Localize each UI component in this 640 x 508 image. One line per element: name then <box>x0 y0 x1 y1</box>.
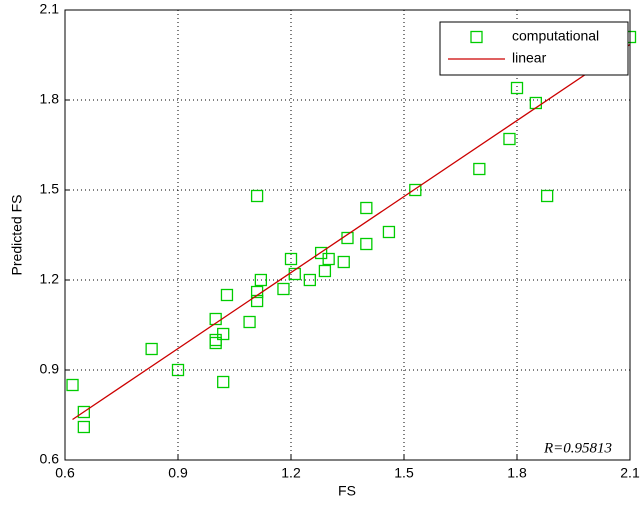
data-point <box>337 255 350 269</box>
x-tick-label: 1.8 <box>507 465 527 481</box>
x-tick-label: 1.2 <box>281 465 301 481</box>
y-tick-label: 1.2 <box>40 271 60 287</box>
y-axis-label: Predicted FS <box>9 195 25 276</box>
y-tick-label: 0.6 <box>40 451 60 467</box>
annotation: R=0.95813 <box>543 440 612 456</box>
data-point <box>217 327 230 341</box>
legend-box <box>439 21 629 76</box>
data-point <box>77 420 90 434</box>
data-point <box>77 405 90 419</box>
plot-frame <box>64 9 631 461</box>
data-point <box>66 378 79 392</box>
data-point <box>209 336 222 350</box>
data-point <box>503 132 516 146</box>
y-tick-label: 0.9 <box>40 361 60 377</box>
data-point <box>322 252 335 266</box>
data-point <box>382 225 396 239</box>
x-tick-label: 2.1 <box>620 465 640 481</box>
data-point <box>540 189 554 203</box>
data-point <box>243 315 256 329</box>
x-axis-label: FS <box>338 483 356 499</box>
data-point <box>145 342 158 356</box>
fit-line <box>72 43 631 421</box>
data-point <box>171 363 185 377</box>
data-point <box>217 375 230 389</box>
data-point <box>510 81 524 95</box>
y-tick-label: 1.8 <box>40 91 60 107</box>
data-point <box>318 264 332 278</box>
x-tick-label: 1.5 <box>394 465 414 481</box>
legend-label: linear <box>512 50 547 66</box>
x-tick-label: 0.9 <box>168 465 188 481</box>
x-tick-label: 0.6 <box>55 465 75 481</box>
data-point <box>250 189 264 203</box>
legend-symbol <box>470 30 483 44</box>
data-point <box>220 288 234 302</box>
data-point <box>360 201 373 215</box>
data-point <box>473 162 486 176</box>
data-point <box>360 237 373 251</box>
data-point <box>409 183 422 197</box>
legend-label: computational <box>512 28 599 44</box>
data-point <box>254 273 268 287</box>
y-tick-label: 1.5 <box>40 181 60 197</box>
data-point <box>303 273 316 287</box>
data-point <box>277 282 290 296</box>
y-tick-label: 2.1 <box>40 1 60 17</box>
data-point <box>284 252 298 266</box>
